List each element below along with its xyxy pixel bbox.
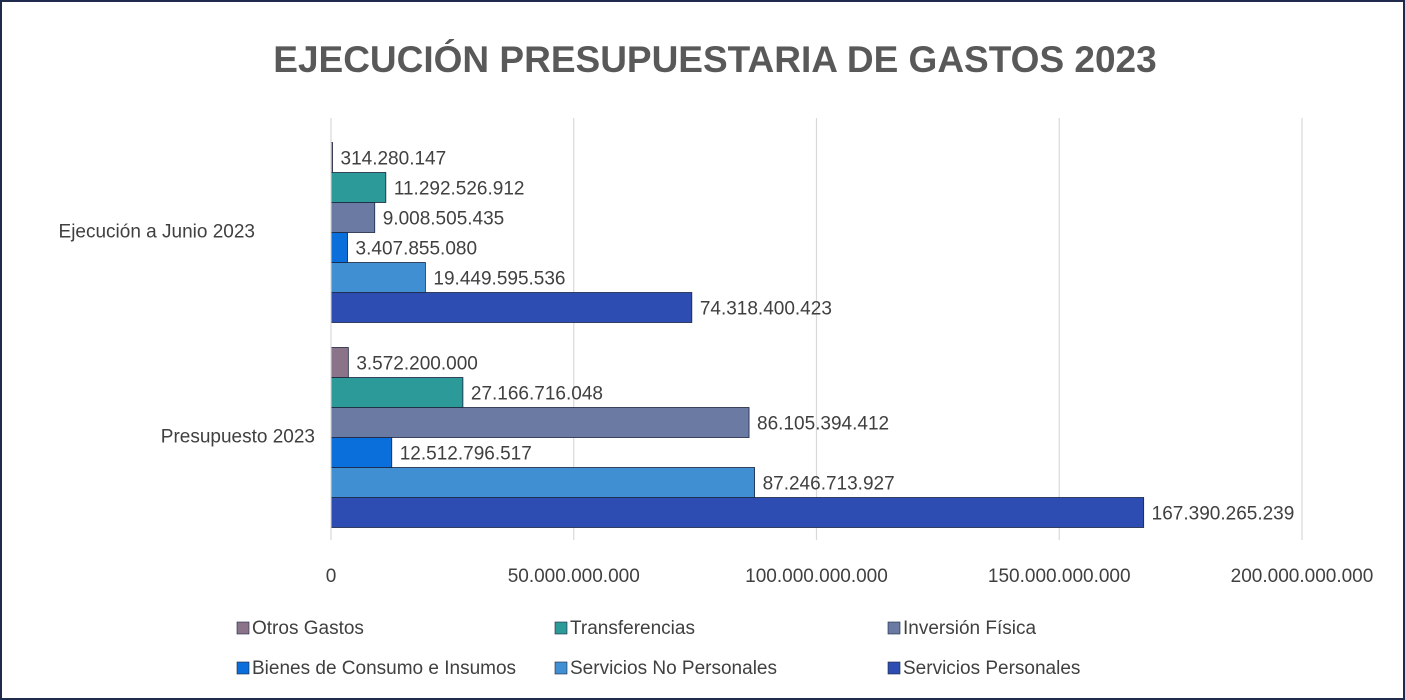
- legend-label: Servicios Personales: [903, 658, 1080, 679]
- bar: [330, 407, 750, 438]
- legend-label: Transferencias: [570, 618, 695, 639]
- legend-swatch: [554, 621, 568, 635]
- x-tick-label: 50.000.000.000: [508, 566, 640, 587]
- legend-label: Otros Gastos: [252, 618, 364, 639]
- y-tick-label: Ejecución a Junio 2023: [59, 222, 255, 243]
- bar: [330, 262, 426, 293]
- bar: [330, 292, 693, 323]
- data-label: 314.280.147: [341, 149, 447, 170]
- legend-swatch: [554, 661, 568, 675]
- x-tick-label: 200.000.000.000: [1231, 566, 1374, 587]
- bar: [330, 437, 393, 468]
- legend-label: Servicios No Personales: [570, 658, 777, 679]
- x-tick-label: 100.000.000.000: [745, 566, 888, 587]
- data-label: 9.008.505.435: [383, 209, 505, 230]
- y-tick-label: Presupuesto 2023: [161, 427, 315, 448]
- data-label: 86.105.394.412: [757, 414, 889, 435]
- bar: [330, 202, 376, 233]
- data-label: 19.449.595.536: [433, 269, 565, 290]
- bar: [330, 172, 387, 203]
- bar: [330, 497, 1145, 528]
- data-label: 74.318.400.423: [700, 299, 832, 320]
- legend-label: Bienes de Consumo e Insumos: [252, 658, 516, 679]
- x-tick-label: 150.000.000.000: [988, 566, 1131, 587]
- data-label: 12.512.796.517: [400, 444, 532, 465]
- bar: [330, 377, 464, 408]
- legend-label: Inversión Física: [903, 618, 1036, 639]
- legend-swatch: [236, 661, 250, 675]
- legend-swatch: [887, 621, 901, 635]
- x-tick-label: 0: [326, 566, 337, 587]
- bar: [330, 347, 349, 378]
- data-label: 11.292.526.912: [394, 179, 525, 200]
- legend-swatch: [887, 661, 901, 675]
- legend-swatch: [236, 621, 250, 635]
- chart-title: EJECUCIÓN PRESUPUESTARIA DE GASTOS 2023: [273, 38, 1156, 80]
- data-label: 167.390.265.239: [1152, 504, 1295, 525]
- data-label: 27.166.716.048: [471, 384, 603, 405]
- bar: [330, 232, 348, 263]
- bar: [330, 467, 755, 498]
- data-label: 3.572.200.000: [356, 354, 478, 375]
- data-label: 87.246.713.927: [763, 474, 895, 495]
- data-label: 3.407.855.080: [356, 239, 478, 260]
